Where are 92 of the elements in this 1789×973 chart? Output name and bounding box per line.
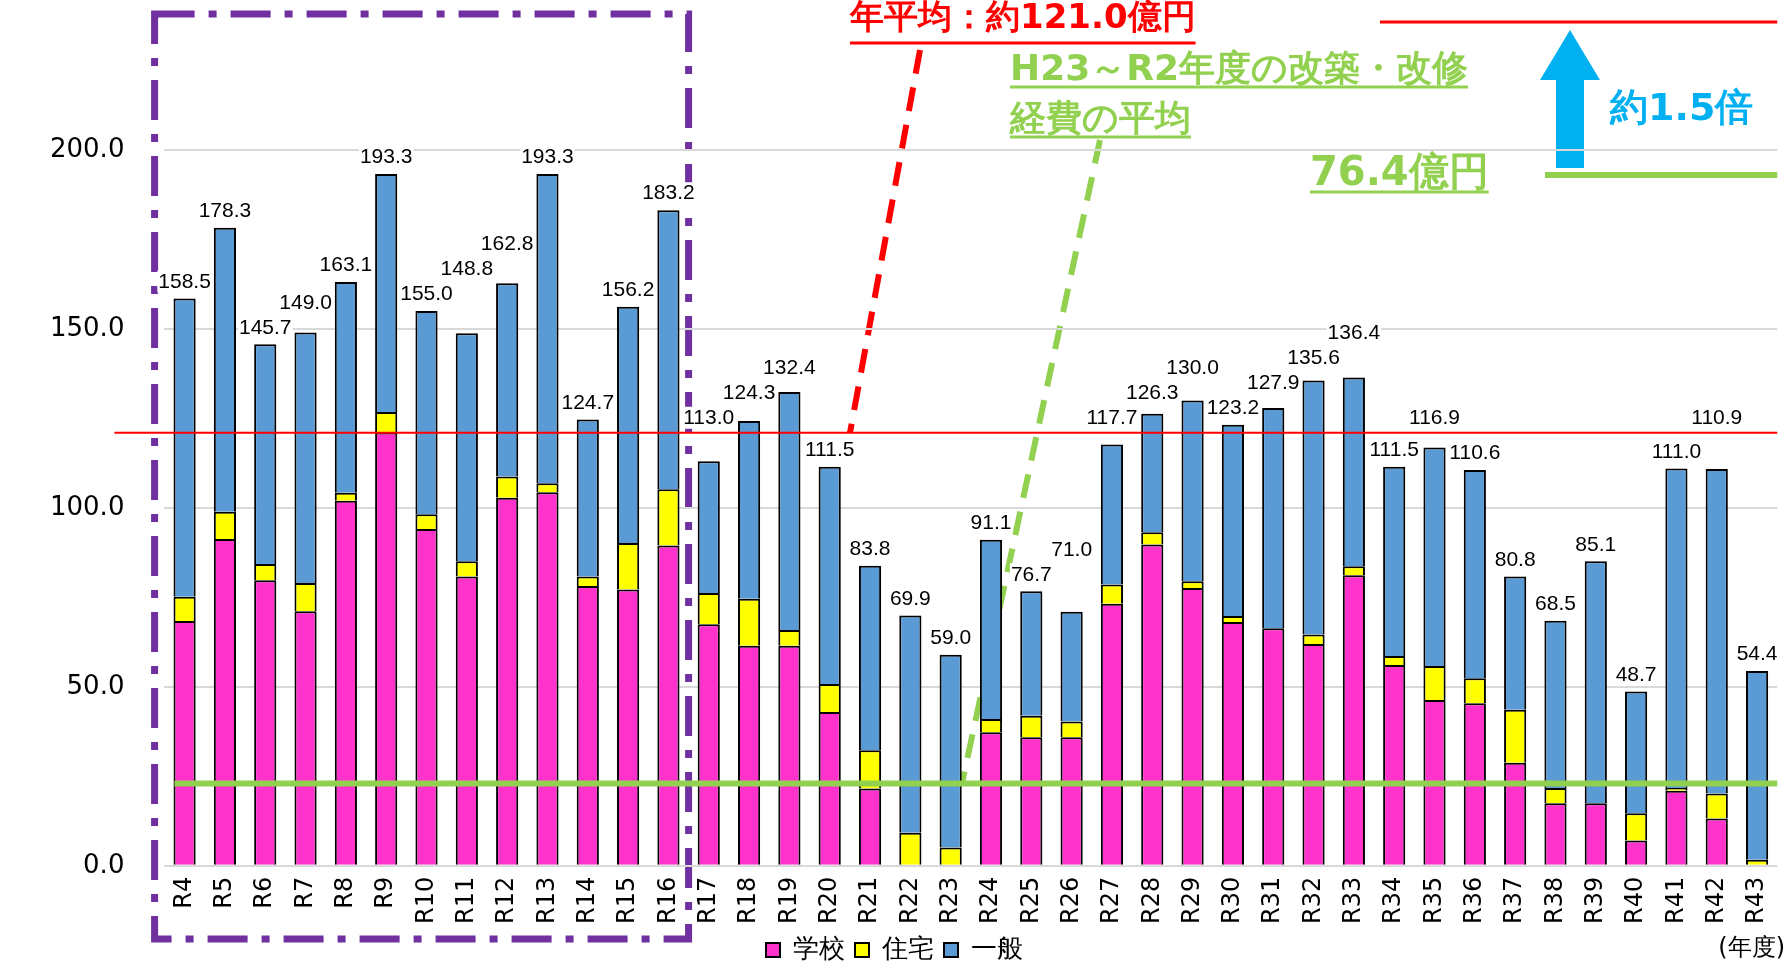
total-label: 135.6 <box>1287 345 1340 369</box>
x-tick-label: R30 <box>1217 876 1246 924</box>
x-tick-label: R21 <box>854 876 883 924</box>
x-tick-label: R7 <box>289 876 318 909</box>
x-tick-label: R31 <box>1257 876 1286 924</box>
annotation: 76.4億円 <box>1310 148 1489 194</box>
y-tick-label: 200.0 <box>50 132 125 163</box>
total-label: 148.8 <box>440 256 494 280</box>
x-tick-label: R5 <box>209 876 238 909</box>
total-label: 110.6 <box>1449 440 1501 464</box>
total-label: 124.3 <box>722 380 776 404</box>
total-label: 111.0 <box>1651 438 1702 462</box>
x-tick-label: R36 <box>1459 876 1488 924</box>
x-tick-label: R25 <box>1015 876 1044 924</box>
total-label: 127.9 <box>1246 370 1300 394</box>
x-tick-label: R17 <box>692 876 721 924</box>
x-tick-label: R41 <box>1660 876 1689 924</box>
x-tick-label: R29 <box>1176 876 1205 924</box>
text: H23～R2年度の改築・改修経費の平均 <box>1009 47 1468 138</box>
total-label: 183.2 <box>642 180 695 204</box>
x-tick-label: R43 <box>1741 876 1770 924</box>
total-label: 130.0 <box>1166 355 1219 379</box>
x-tick-label: R26 <box>1055 876 1084 924</box>
y-tick-label: 0.0 <box>83 848 125 879</box>
x-tick-label: R18 <box>733 876 762 924</box>
x-tick-label: R32 <box>1297 876 1326 924</box>
total-label: 54.4 <box>1736 641 1778 665</box>
total-label: 136.4 <box>1327 320 1381 344</box>
x-tick-label: R12 <box>491 876 520 924</box>
total-label: 124.7 <box>561 389 615 413</box>
total-label: 123.2 <box>1206 395 1260 419</box>
x-tick-label: R11 <box>451 876 480 924</box>
x-tick-label: R20 <box>813 876 842 924</box>
total-label: 117.7 <box>1086 405 1138 429</box>
total-label: 113.0 <box>683 405 735 429</box>
legend-label: 一般 <box>971 932 1023 963</box>
x-tick-label: R40 <box>1620 876 1649 924</box>
x-tick-label: R10 <box>410 876 439 924</box>
x-tick-label: R16 <box>652 876 681 924</box>
total-label: 178.3 <box>198 197 252 221</box>
x-tick-label: R19 <box>773 876 802 924</box>
total-label: 111.5 <box>1369 437 1419 461</box>
total-label: 126.3 <box>1125 380 1179 404</box>
x-tick-label: R15 <box>612 876 641 924</box>
total-label: 158.5 <box>158 268 211 292</box>
total-label: 85.1 <box>1575 531 1617 555</box>
total-label: 193.3 <box>359 144 413 168</box>
total-label: 156.2 <box>601 277 655 301</box>
total-label: 193.3 <box>521 144 574 168</box>
total-label: 132.4 <box>763 355 816 379</box>
total-label: 48.7 <box>1615 661 1657 685</box>
x-tick-label: R22 <box>894 876 923 924</box>
text: 約1.5倍 <box>1609 85 1754 129</box>
x-tick-label: R14 <box>572 876 601 924</box>
total-label: 83.8 <box>849 536 891 560</box>
y-tick-label: 100.0 <box>50 490 125 521</box>
y-tick-label: 150.0 <box>50 311 125 342</box>
total-label: 155.0 <box>400 281 453 305</box>
x-tick-label: R24 <box>975 876 1004 924</box>
total-label: 110.9 <box>1691 405 1743 429</box>
x-tick-label: R39 <box>1580 876 1609 924</box>
legend-label: 住宅 <box>881 932 934 963</box>
total-label: 69.9 <box>889 585 931 609</box>
x-tick-label: R6 <box>249 876 278 909</box>
total-label: 149.0 <box>279 289 332 313</box>
total-label: 116.9 <box>1409 405 1461 429</box>
x-tick-label: R9 <box>370 876 399 909</box>
total-label: 71.0 <box>1051 536 1093 560</box>
x-tick-label: R35 <box>1418 876 1447 924</box>
total-label: 163.1 <box>319 252 373 276</box>
legend-label: 学校 <box>793 932 845 963</box>
x-tick-label: R28 <box>1136 876 1165 924</box>
total-label: 68.5 <box>1535 590 1576 614</box>
total-label: 111.5 <box>804 437 855 461</box>
x-axis-title: (年度) <box>1718 933 1785 962</box>
x-tick-label: R23 <box>934 876 963 924</box>
x-tick-label: R37 <box>1499 876 1528 924</box>
total-label: 80.8 <box>1494 546 1536 570</box>
x-tick-label: R13 <box>531 876 560 924</box>
x-tick-label: R34 <box>1378 876 1407 924</box>
total-label: 76.7 <box>1010 561 1052 585</box>
x-tick-label: R8 <box>330 876 359 909</box>
total-label: 91.1 <box>970 510 1012 534</box>
total-label: 145.7 <box>238 314 292 338</box>
x-tick-label: R38 <box>1539 876 1568 924</box>
total-label: 162.8 <box>480 231 534 255</box>
x-tick-label: R33 <box>1338 876 1367 924</box>
x-tick-label: R42 <box>1700 876 1729 924</box>
x-tick-label: R4 <box>168 876 197 909</box>
y-tick-label: 50.0 <box>66 669 125 700</box>
x-tick-label: R27 <box>1096 876 1125 924</box>
total-label: 59.0 <box>930 624 972 648</box>
